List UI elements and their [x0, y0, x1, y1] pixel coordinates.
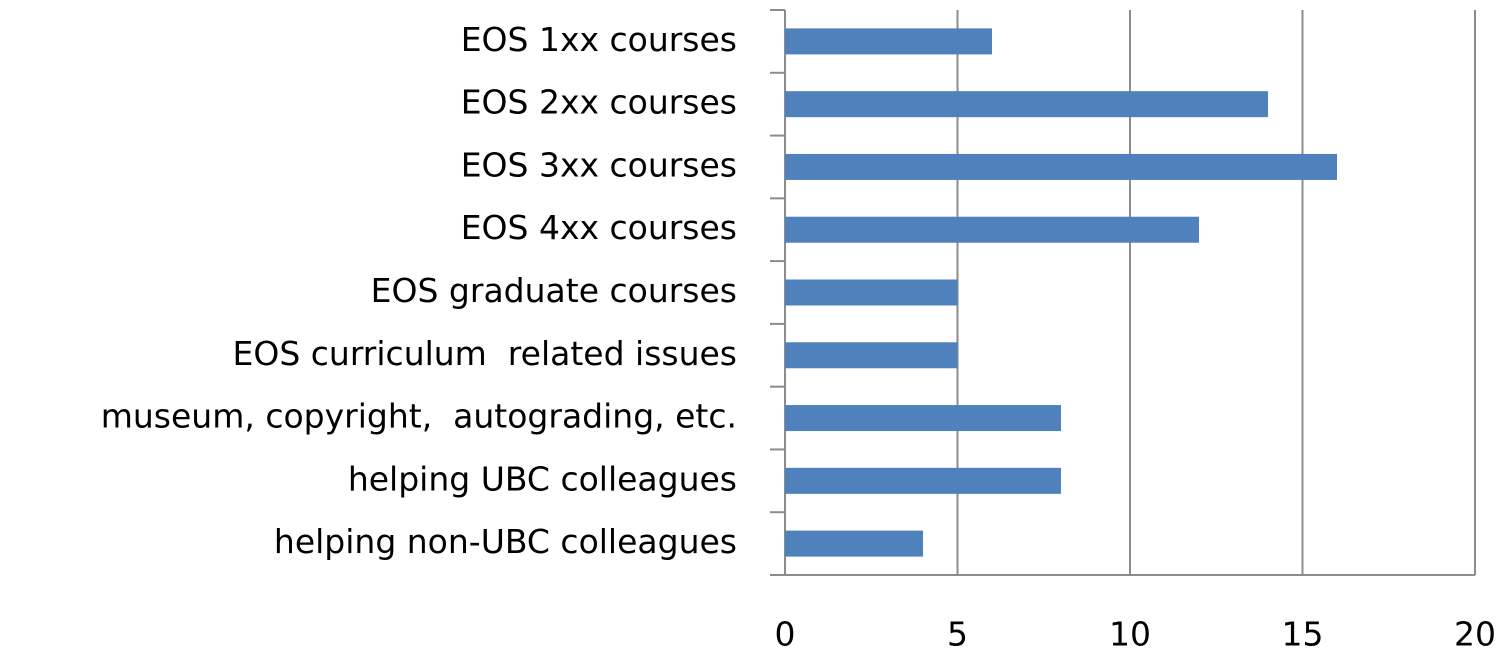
y-tick-label: EOS curriculum related issues — [233, 334, 738, 373]
bar — [785, 279, 958, 306]
y-tick-label: EOS 4xx courses — [461, 208, 737, 247]
bar — [785, 28, 992, 55]
x-tick-label: 20 — [1454, 615, 1496, 654]
bar — [785, 530, 923, 557]
bar — [785, 342, 958, 369]
bar — [785, 153, 1337, 180]
x-tick-label: 5 — [947, 615, 968, 654]
y-tick-label: EOS 1xx courses — [461, 20, 737, 59]
x-tick-label: 15 — [1282, 615, 1324, 654]
bar — [785, 405, 1061, 432]
x-tick-label: 10 — [1109, 615, 1151, 654]
y-tick-label: EOS 3xx courses — [461, 145, 737, 184]
bar — [785, 91, 1268, 118]
y-tick-label: museum, copyright, autograding, etc. — [101, 397, 737, 436]
x-tick-label: 0 — [775, 615, 796, 654]
bar — [785, 216, 1199, 243]
y-tick-label: EOS graduate courses — [371, 271, 737, 310]
y-tick-label: EOS 2xx courses — [461, 83, 737, 122]
y-tick-label: helping non-UBC colleagues — [274, 522, 737, 561]
y-tick-label: helping UBC colleagues — [348, 459, 737, 498]
bar — [785, 467, 1061, 494]
